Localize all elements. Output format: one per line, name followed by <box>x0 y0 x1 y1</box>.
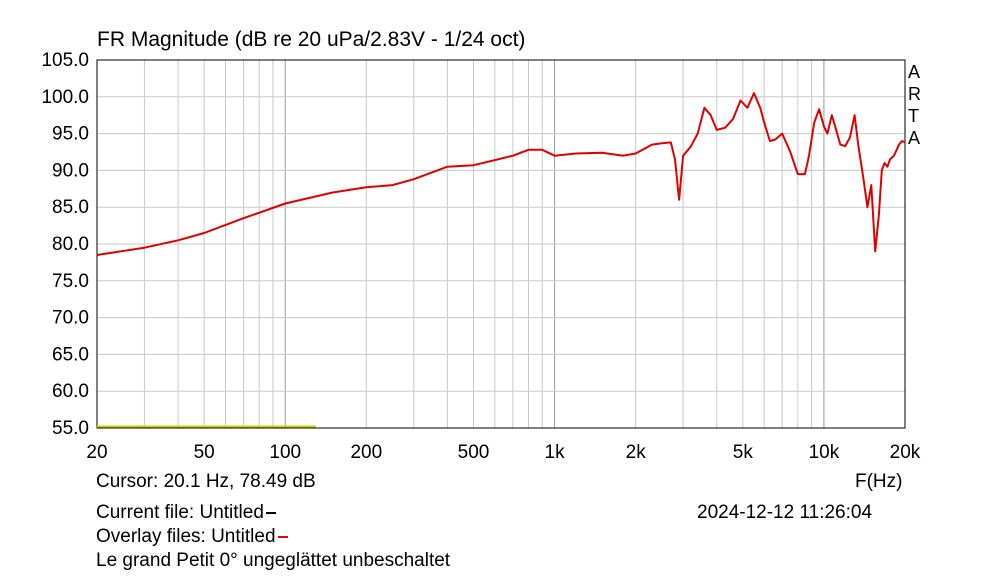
plot-frame <box>96 59 906 429</box>
arta-letter: R <box>908 84 921 104</box>
y-tick-label: 100.0 <box>41 87 89 108</box>
y-tick-labels: 55.0 60.0 65.0 70.0 75.0 80.0 85.0 90.0 95.0 100.… <box>41 50 89 439</box>
frequency-response-curve <box>96 92 906 256</box>
date-time: 2024-12-12 11:26:04 <box>697 502 873 523</box>
x-tick-labels: 20 50 100 200 500 1k 2k 5k 10k 20k <box>86 442 920 463</box>
current-file-text: Current file: Untitled <box>96 502 264 523</box>
x-tick-label: 200 <box>350 442 382 463</box>
x-tick-label: 20 <box>86 442 107 463</box>
arta-letter: T <box>908 106 919 126</box>
y-tick-label: 60.0 <box>52 381 89 402</box>
chart-grid <box>96 59 906 429</box>
y-tick-label: 90.0 <box>52 160 89 181</box>
x-tick-label: 1k <box>545 442 566 463</box>
x-tick-label: 50 <box>194 442 215 463</box>
cursor-readout: Cursor: 20.1 Hz, 78.49 dB <box>96 471 316 492</box>
x-tick-label: 100 <box>269 442 301 463</box>
y-tick-label: 55.0 <box>52 418 89 439</box>
current-file-marker <box>265 511 276 514</box>
x-tick-label: 2k <box>626 442 647 463</box>
chart-series <box>96 92 906 428</box>
arta-letter: A <box>908 128 921 148</box>
y-tick-label: 105.0 <box>41 50 89 71</box>
overlay-files-label: Overlay files: Untitled <box>96 526 288 548</box>
measurement-description: Le grand Petit 0° ungeglättet unbeschalt… <box>96 550 451 571</box>
y-tick-label: 80.0 <box>52 234 89 255</box>
overlay-file-marker <box>277 535 288 538</box>
x-tick-label: 500 <box>458 442 490 463</box>
y-tick-label: 70.0 <box>52 308 89 329</box>
chart-title: FR Magnitude (dB re 20 uPa/2.83V - 1/24 … <box>97 28 526 51</box>
y-tick-label: 85.0 <box>52 197 89 218</box>
y-tick-label: 65.0 <box>52 344 89 365</box>
arta-letter: A <box>908 62 921 82</box>
x-tick-label: 10k <box>809 442 840 463</box>
y-tick-label: 75.0 <box>52 271 89 292</box>
x-axis-label: F(Hz) <box>855 471 903 492</box>
current-file-label: Current file: Untitled <box>96 502 276 524</box>
y-tick-label: 95.0 <box>52 124 89 145</box>
x-tick-label: 20k <box>890 442 921 463</box>
overlay-files-text: Overlay files: Untitled <box>96 526 276 547</box>
x-tick-label: 5k <box>733 442 754 463</box>
